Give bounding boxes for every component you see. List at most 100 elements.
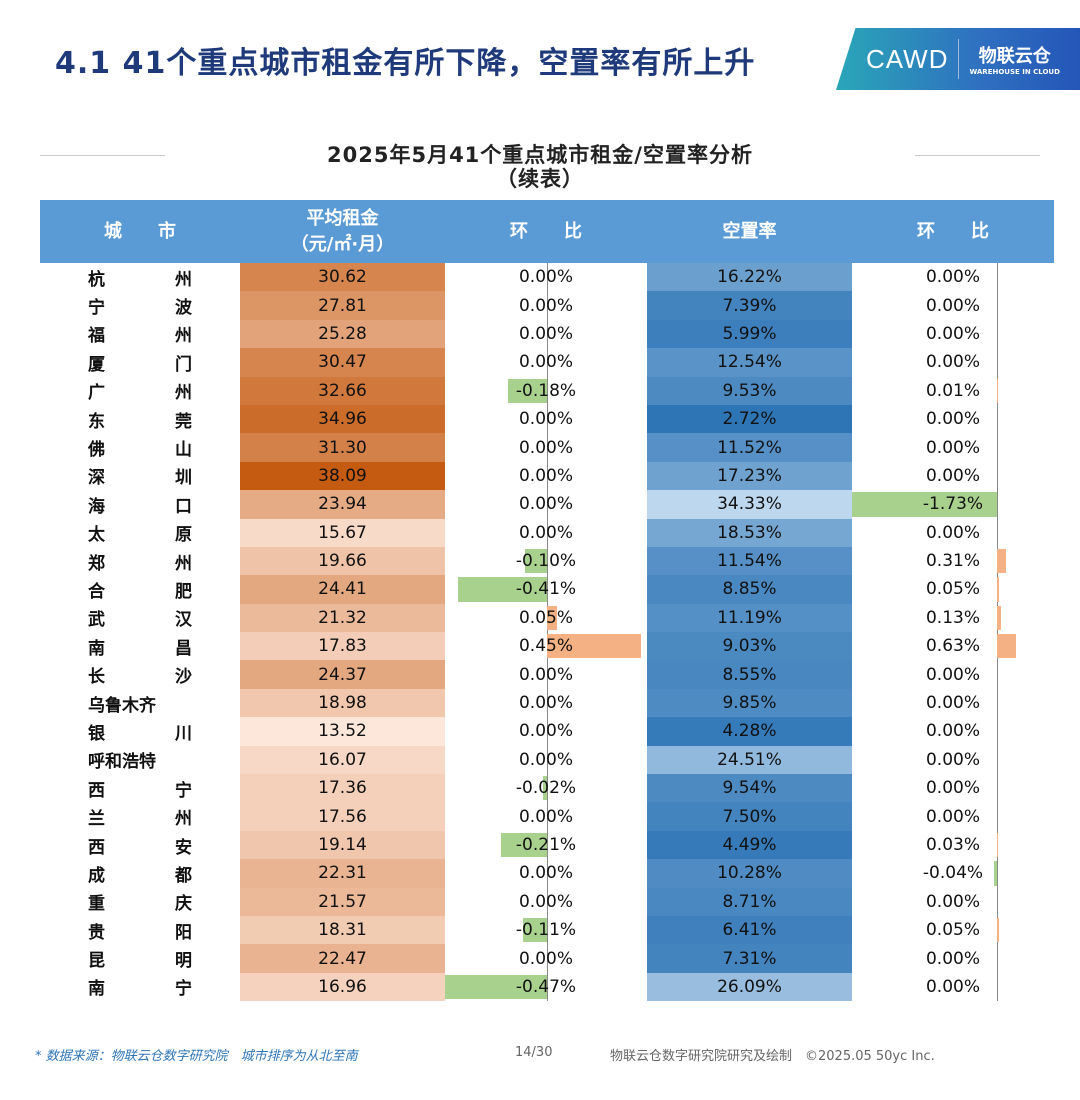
rent-change: 0.00%	[445, 404, 647, 434]
rent-change-value: 0.00%	[518, 465, 573, 486]
vacancy-change: 0.00%	[852, 717, 1054, 746]
city-char: 沙	[175, 667, 192, 688]
rent-cell: 18.31	[240, 915, 445, 945]
city-char: 庆	[175, 894, 192, 915]
table-row: 深圳 38.09 0.00% 17.23% 0.00%	[40, 461, 1054, 491]
rent-change: 0.45%	[445, 632, 647, 661]
table-row: 杭州 30.62 0.00% 16.22% 0.00%	[40, 263, 1054, 292]
vacancy-change: 0.00%	[852, 518, 1054, 547]
vacancy-value: 4.28%	[722, 721, 777, 742]
city-cell: 深圳	[40, 462, 240, 490]
vacancy-value: 7.39%	[722, 295, 777, 316]
rent-change: 0.00%	[445, 745, 647, 775]
zero-axis	[997, 291, 998, 320]
city-char: 佛	[88, 440, 105, 461]
vacancy-change: 0.05%	[852, 915, 1054, 945]
zero-axis	[997, 972, 998, 1002]
table-row: 东莞 34.96 0.00% 2.72% 0.00%	[40, 404, 1054, 434]
negative-bar	[507, 378, 547, 403]
rent-value: 24.41	[318, 579, 367, 600]
vacancy-change: 0.05%	[852, 575, 1054, 604]
vacancy-cell: 9.03%	[647, 632, 852, 661]
vacancy-change: 0.00%	[852, 660, 1054, 689]
city-name: 呼和浩特	[88, 752, 156, 773]
divider	[915, 155, 1040, 156]
zero-axis	[997, 887, 998, 916]
negative-bar	[445, 974, 547, 1000]
vacancy-cell: 7.31%	[647, 944, 852, 973]
zero-axis	[997, 461, 998, 491]
vacancy-change-value: 0.63%	[925, 636, 980, 657]
vacancy-value: 26.09%	[717, 976, 782, 997]
vacancy-change: -1.73%	[852, 490, 1054, 519]
vacancy-cell: 6.41%	[647, 915, 852, 945]
vacancy-change-value: 0.00%	[925, 323, 980, 344]
table-row: 兰州 17.56 0.00% 7.50% 0.00%	[40, 802, 1054, 831]
rent-change: 0.00%	[445, 348, 647, 377]
rent-change-value: 0.45%	[518, 636, 573, 657]
city-char: 海	[88, 496, 105, 517]
city-char: 郑	[88, 553, 105, 574]
vacancy-cell: 18.53%	[647, 518, 852, 547]
table-subtitle: （续表）	[496, 167, 584, 191]
rent-value: 27.81	[318, 295, 367, 316]
vacancy-change: 0.31%	[852, 546, 1054, 576]
rent-change-value: -0.41%	[515, 579, 577, 600]
vacancy-cell: 11.54%	[647, 546, 852, 576]
vacancy-cell: 2.72%	[647, 404, 852, 434]
zero-axis	[547, 802, 548, 831]
city-char: 兰	[88, 809, 105, 830]
city-char: 厦	[88, 354, 105, 375]
vacancy-value: 24.51%	[717, 749, 782, 770]
rent-cell: 38.09	[240, 461, 445, 491]
city-char: 西	[88, 780, 105, 801]
zero-axis	[997, 319, 998, 349]
table-row: 郑州 19.66 -0.10% 11.54% 0.31%	[40, 546, 1054, 576]
rent-change: 0.00%	[445, 291, 647, 320]
city-cell: 长沙	[40, 660, 240, 688]
rent-change-value: 0.00%	[518, 295, 573, 316]
rent-change-value: 0.00%	[518, 409, 573, 430]
vacancy-change-value: 0.00%	[925, 437, 980, 458]
rent-change-value: 0.00%	[518, 323, 573, 344]
vacancy-cell: 17.23%	[647, 461, 852, 491]
vacancy-cell: 16.22%	[647, 263, 852, 292]
vacancy-value: 2.72%	[722, 409, 777, 430]
table-body: 杭州 30.62 0.00% 16.22% 0.00% 宁波 27.81 0.00% 7.39%…	[40, 263, 1054, 1002]
rent-change: 0.00%	[445, 802, 647, 831]
rent-change: -0.41%	[445, 575, 647, 604]
vacancy-change: 0.00%	[852, 404, 1054, 434]
city-char: 南	[88, 979, 105, 1000]
zero-axis	[547, 660, 548, 689]
rent-change-value: 0.00%	[518, 437, 573, 458]
rent-change-value: -0.18%	[515, 380, 577, 401]
city-char: 川	[175, 723, 192, 744]
rent-cell: 24.37	[240, 660, 445, 689]
city-char: 重	[88, 894, 105, 915]
rent-change: 0.00%	[445, 717, 647, 746]
table-row: 广州 32.66 -0.18% 9.53% 0.01%	[40, 376, 1054, 405]
table-row: 南宁 16.96 -0.47% 26.09% 0.00%	[40, 972, 1054, 1002]
vacancy-value: 11.19%	[717, 607, 782, 628]
rent-value: 22.47	[318, 948, 367, 969]
negative-bar	[993, 861, 997, 886]
zero-axis	[547, 915, 548, 945]
rent-cell: 31.30	[240, 433, 445, 462]
city-cell: 兰州	[40, 802, 240, 830]
vacancy-cell: 7.39%	[647, 291, 852, 320]
rent-value: 22.31	[318, 863, 367, 884]
vacancy-cell: 5.99%	[647, 319, 852, 349]
city-char: 州	[175, 553, 192, 574]
rent-value: 21.57	[318, 891, 367, 912]
zero-axis	[997, 518, 998, 547]
rent-value: 34.96	[318, 409, 367, 430]
rent-change: 0.00%	[445, 461, 647, 491]
rent-cell: 16.96	[240, 972, 445, 1002]
vacancy-cell: 9.85%	[647, 688, 852, 718]
vacancy-change: 0.00%	[852, 319, 1054, 349]
vacancy-cell: 8.55%	[647, 660, 852, 689]
zero-axis	[547, 717, 548, 746]
vacancy-value: 5.99%	[722, 323, 777, 344]
vacancy-value: 7.50%	[722, 806, 777, 827]
rent-cell: 34.96	[240, 404, 445, 434]
